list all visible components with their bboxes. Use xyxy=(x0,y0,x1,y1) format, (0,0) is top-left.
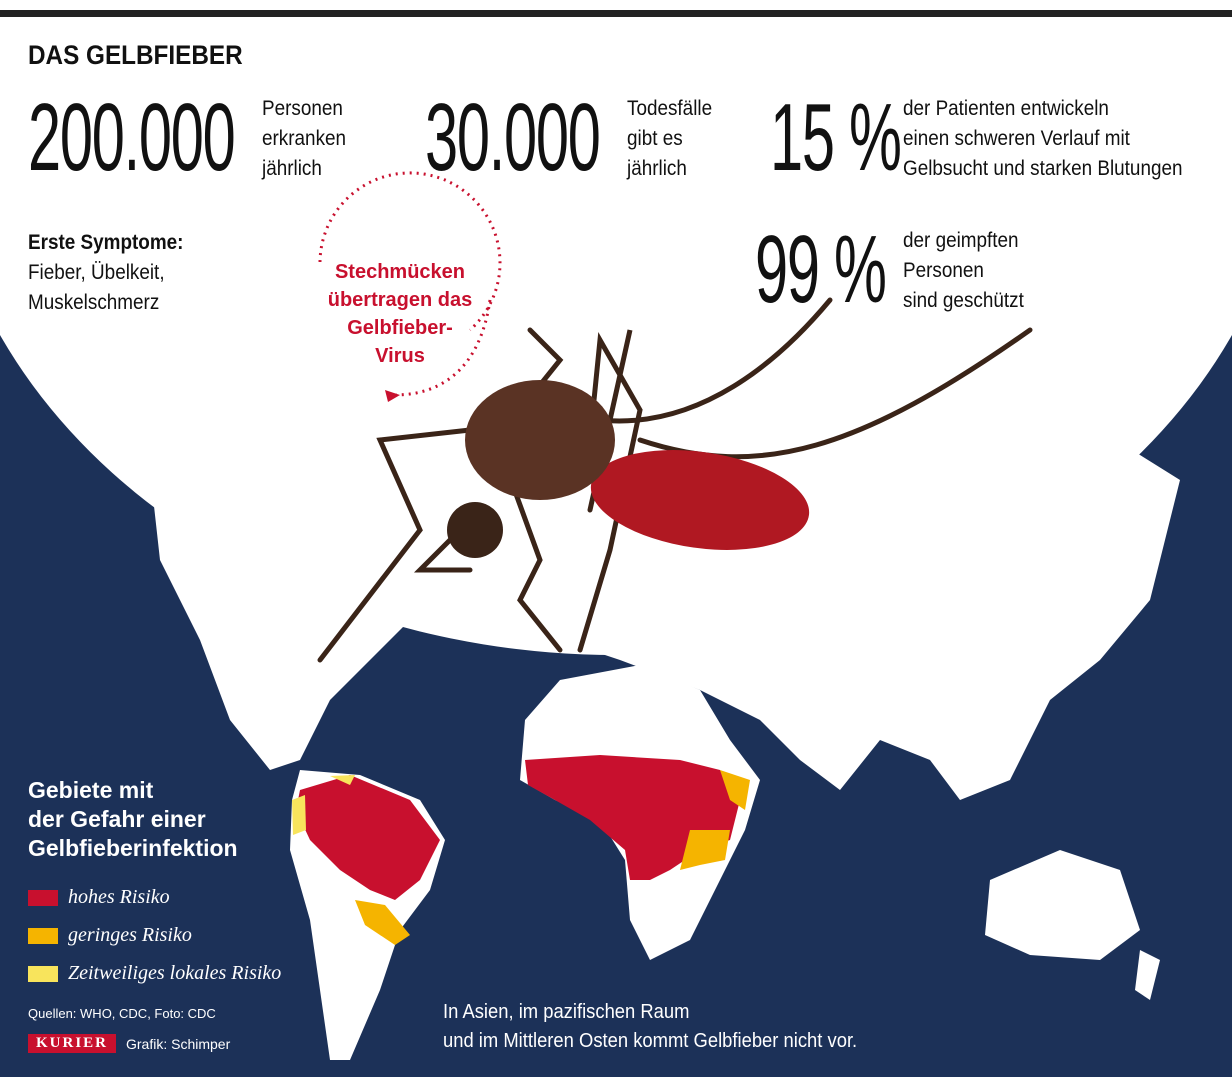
legend-swatch xyxy=(28,928,58,944)
line: Gelbsucht und starken Blutungen xyxy=(903,157,1183,180)
line: erkranken xyxy=(262,127,347,150)
line: Personen xyxy=(903,259,984,282)
symptoms-title: Erste Symptome: xyxy=(28,231,184,254)
legend-title: Gebiete mit der Gefahr einer Gelbfieberinf… xyxy=(28,776,238,863)
line: jährlich xyxy=(262,157,322,180)
line: der Gefahr einer xyxy=(28,806,206,832)
line: Fieber, Übelkeit, xyxy=(28,261,165,284)
top-panel-curve xyxy=(0,0,1232,655)
stat-number: 200.000 xyxy=(28,84,236,191)
legend-label: geringes Risiko xyxy=(68,924,192,946)
mosquito-head xyxy=(447,502,503,558)
top-rule xyxy=(0,10,1232,17)
line: sind geschützt xyxy=(903,289,1024,312)
credit: Grafik: Schimper xyxy=(126,1036,231,1052)
stat-text: Todesfälle gibt es jährlich xyxy=(627,94,712,184)
legend-label: Zeitweiliges lokales Risiko xyxy=(68,962,282,984)
legend-swatch xyxy=(28,890,58,906)
legend-label: hohes Risiko xyxy=(68,886,170,908)
annotation: Stechmücken übertragen das Gelbfieber- Viru… xyxy=(320,258,480,370)
stat-text: der geimpften Personen sind geschützt xyxy=(903,226,1024,316)
line: jährlich xyxy=(627,157,687,180)
line: Gelbfieberinfektion xyxy=(28,835,238,861)
annotation-arrow xyxy=(318,171,502,397)
note: In Asien, im pazifischen Raum und im Mitt… xyxy=(443,998,857,1056)
stat-number: 15 % xyxy=(770,84,902,191)
line: der geimpften xyxy=(903,229,1019,252)
line: der Patienten entwickeln xyxy=(903,97,1109,120)
symptoms: Erste Symptome: Fieber, Übelkeit, Muskelsc… xyxy=(28,228,183,318)
stat-text: Personen erkranken jährlich xyxy=(262,94,346,184)
line: und im Mittleren Osten kommt Gelbfieber … xyxy=(443,1030,858,1052)
mosquito-thorax xyxy=(465,380,615,500)
mosquito-abdomen xyxy=(590,450,810,550)
line: Virus xyxy=(375,345,425,367)
stat-number: 99 % xyxy=(755,216,887,323)
line: gibt es xyxy=(627,127,683,150)
line: Todesfälle xyxy=(627,97,713,120)
line: einen schweren Verlauf mit xyxy=(903,127,1130,150)
stat-number: 30.000 xyxy=(425,84,601,191)
line: Personen xyxy=(262,97,343,120)
stat-text: der Patienten entwickeln einen schweren V… xyxy=(903,94,1182,184)
sources: Quellen: WHO, CDC, Foto: CDC xyxy=(28,1006,216,1021)
line: Gelbfieber- xyxy=(347,317,453,339)
line: In Asien, im pazifischen Raum xyxy=(443,1001,690,1023)
brand-box xyxy=(28,1034,116,1053)
line: übertragen das xyxy=(327,289,473,311)
line: Stechmücken xyxy=(334,261,466,283)
legend-swatch xyxy=(28,966,58,982)
brand: KURIER xyxy=(35,1035,108,1051)
risk-zones xyxy=(292,755,750,945)
line: Muskelschmerz xyxy=(28,291,160,314)
title: DAS GELBFIEBER xyxy=(28,40,243,70)
line: Gebiete mit xyxy=(28,777,154,803)
arrow-head xyxy=(385,390,400,402)
